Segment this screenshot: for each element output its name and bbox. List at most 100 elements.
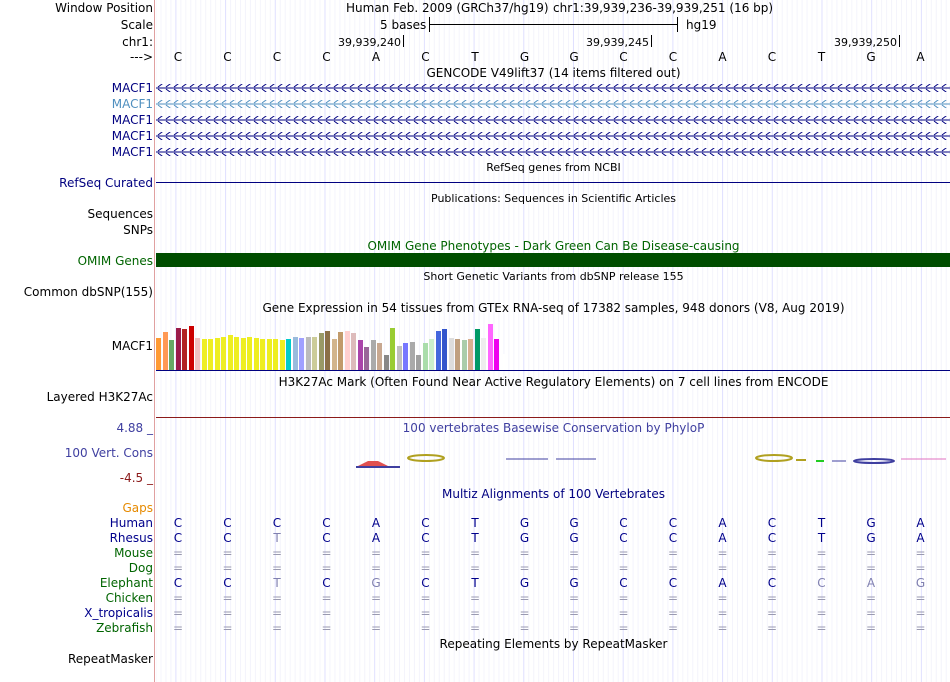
gtex-tissue-bar[interactable] — [481, 338, 487, 370]
gtex-tissue-bar[interactable] — [416, 355, 422, 370]
gtex-tissue-bar[interactable] — [344, 331, 350, 370]
h3k27ac-track-label[interactable]: Layered H3K27Ac — [46, 390, 153, 404]
gtex-tissue-bar[interactable] — [442, 329, 448, 370]
snps-track-label[interactable]: SNPs — [123, 223, 153, 237]
refseq-gene-line[interactable] — [156, 182, 950, 183]
aligned-base: T — [273, 576, 281, 590]
gtex-tissue-bar[interactable] — [260, 339, 266, 370]
gtex-tissue-bar[interactable] — [312, 337, 318, 370]
aligned-base: = — [766, 621, 778, 635]
gtex-tissue-bar[interactable] — [461, 340, 467, 370]
gtex-tissue-bar[interactable] — [156, 338, 162, 370]
aligned-base: = — [469, 621, 481, 635]
species-label[interactable]: Elephant — [99, 576, 153, 590]
aligned-base: = — [816, 621, 827, 635]
gtex-tissue-bar[interactable] — [403, 343, 409, 370]
repeatmasker-track-label[interactable]: RepeatMasker — [67, 652, 153, 666]
sequences-track-label[interactable]: Sequences — [87, 207, 153, 221]
gencode-item-label[interactable]: MACF1 — [111, 97, 153, 111]
gtex-tissue-bar[interactable] — [214, 338, 220, 370]
gtex-tissue-bar[interactable] — [455, 339, 461, 370]
gtex-tissue-bar[interactable] — [240, 338, 246, 370]
gtex-track-label[interactable]: MACF1 — [111, 339, 153, 353]
gtex-tissue-bar[interactable] — [247, 337, 253, 370]
publications-track-title: Publications: Sequences in Scientific Ar… — [431, 192, 676, 205]
gtex-tissue-bar[interactable] — [279, 340, 285, 370]
conservation-track-label[interactable]: 100 Vert. Cons — [64, 446, 153, 460]
gtex-tissue-bar[interactable] — [422, 343, 428, 370]
gtex-tissue-bar[interactable] — [221, 337, 227, 370]
aligned-base: = — [321, 606, 332, 620]
gencode-item-label[interactable]: MACF1 — [111, 145, 153, 159]
gtex-tissue-bar[interactable] — [273, 339, 279, 370]
gtex-tissue-bar[interactable] — [253, 338, 259, 370]
gencode-gene-lines[interactable] — [156, 80, 950, 160]
gtex-tissue-bar[interactable] — [318, 333, 324, 370]
gtex-tissue-bar[interactable] — [409, 342, 415, 370]
species-label[interactable]: Rhesus — [109, 531, 153, 545]
gtex-tissue-bar[interactable] — [357, 340, 363, 370]
gtex-tissue-bar[interactable] — [383, 355, 389, 370]
conservation-signal[interactable] — [156, 450, 950, 472]
species-label[interactable]: Dog — [128, 561, 153, 575]
gtex-tissue-bar[interactable] — [487, 324, 493, 370]
gencode-item-label[interactable]: MACF1 — [111, 81, 153, 95]
reference-base: A — [916, 50, 925, 64]
conservation-track-title: 100 vertebrates Basewise Conservation by… — [402, 421, 705, 435]
refseq-track-label[interactable]: RefSeq Curated — [59, 176, 153, 190]
aligned-base: = — [915, 561, 926, 575]
gtex-tissue-bar[interactable] — [299, 338, 305, 370]
gtex-tissue-bar[interactable] — [396, 346, 402, 370]
gencode-item-label[interactable]: MACF1 — [111, 113, 153, 127]
gtex-tissue-bar[interactable] — [201, 339, 207, 370]
species-label[interactable]: Chicken — [105, 591, 153, 605]
species-label[interactable]: Human — [109, 516, 153, 530]
species-label[interactable]: X_tropicalis — [84, 606, 153, 620]
gtex-tissue-bar[interactable] — [208, 339, 214, 370]
gtex-tissue-bar[interactable] — [500, 354, 506, 370]
omim-track-label[interactable]: OMIM Genes — [77, 254, 153, 268]
gtex-tissue-bar[interactable] — [286, 339, 292, 370]
gtex-tissue-bar[interactable] — [494, 339, 500, 370]
gtex-tissue-bar[interactable] — [338, 332, 344, 370]
gtex-tissue-bar[interactable] — [364, 347, 370, 370]
gtex-tissue-bar[interactable] — [227, 335, 233, 370]
species-label[interactable]: Zebrafish — [96, 621, 153, 635]
gtex-tissue-bar[interactable] — [325, 331, 331, 370]
gtex-tissue-bar[interactable] — [169, 340, 175, 370]
gtex-tissue-bar[interactable] — [474, 329, 480, 370]
gtex-tissue-bar[interactable] — [351, 333, 357, 370]
aligned-base: = — [667, 591, 679, 605]
gtex-tissue-bar[interactable] — [429, 339, 435, 370]
gtex-tissue-bar[interactable] — [468, 339, 474, 370]
gtex-tissue-bar[interactable] — [175, 328, 181, 370]
gtex-expression-chart[interactable] — [156, 316, 950, 370]
aligned-base: = — [717, 621, 728, 635]
gtex-tissue-bar[interactable] — [448, 338, 454, 370]
window-position-label: Window Position — [55, 1, 153, 15]
gtex-tissue-bar[interactable] — [182, 329, 188, 370]
aligned-base: G — [371, 576, 381, 590]
gtex-tissue-bar[interactable] — [266, 339, 272, 370]
gtex-tissue-bar[interactable] — [162, 332, 168, 370]
gtex-tissue-bar[interactable] — [370, 340, 376, 370]
omim-phenotype-bar[interactable] — [156, 253, 950, 267]
gtex-tissue-bar[interactable] — [390, 328, 396, 370]
gtex-tissue-bar[interactable] — [305, 337, 311, 370]
aligned-base: = — [469, 606, 481, 620]
aligned-base: = — [222, 546, 233, 560]
aligned-base: C — [668, 531, 678, 545]
gtex-tissue-bar[interactable] — [435, 331, 441, 370]
aligned-base: = — [172, 591, 184, 605]
gtex-tissue-bar[interactable] — [377, 343, 383, 370]
gtex-tissue-bar[interactable] — [188, 326, 194, 370]
species-label[interactable]: Mouse — [114, 546, 153, 560]
gencode-item-label[interactable]: MACF1 — [111, 129, 153, 143]
dbsnp-track-label[interactable]: Common dbSNP(155) — [23, 285, 153, 299]
gtex-tissue-bar[interactable] — [292, 337, 298, 370]
gtex-tissue-bar[interactable] — [331, 339, 337, 370]
gtex-tissue-bar[interactable] — [234, 337, 240, 370]
gtex-tissue-bar[interactable] — [195, 338, 201, 370]
multiz-track-title: Multiz Alignments of 100 Vertebrates — [441, 487, 666, 501]
